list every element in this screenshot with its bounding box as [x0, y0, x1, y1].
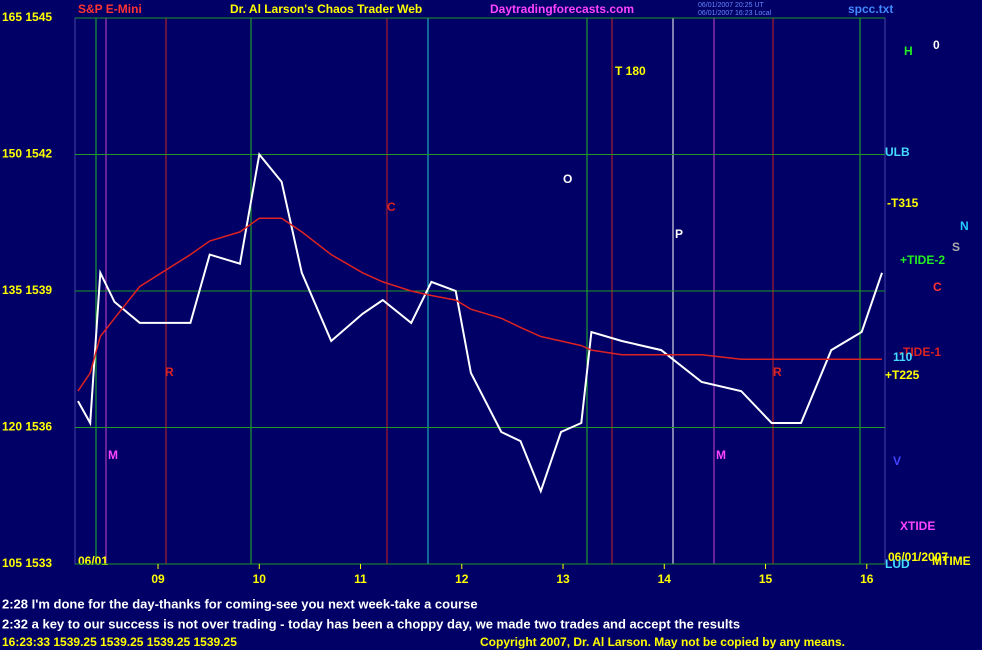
- annotation: O: [563, 172, 572, 186]
- annotation: -T315: [887, 196, 919, 210]
- annotation: C: [933, 280, 942, 294]
- y-tick-label: 105 1533: [2, 556, 52, 570]
- price-line: [77, 152, 883, 495]
- annotation: 06/01/2007: [888, 550, 948, 564]
- annotation: +T225: [885, 368, 920, 382]
- annotation: R: [773, 365, 782, 379]
- annotation: H: [904, 44, 913, 58]
- y-tick-label: 120 1536: [2, 420, 52, 434]
- annotation: -TIDE-1: [899, 345, 941, 359]
- date-left: 06/01: [78, 554, 108, 568]
- annotation: XTIDE: [900, 519, 935, 533]
- annotation: M: [108, 448, 118, 462]
- annotation: MTIME: [932, 554, 971, 568]
- price-line: [77, 217, 882, 392]
- y-tick-label: 150 1542: [2, 147, 52, 161]
- x-tick-label: 12: [455, 572, 469, 586]
- x-tick-label: 15: [759, 572, 773, 586]
- x-tick-label: 13: [556, 572, 570, 586]
- annotation: S: [952, 240, 960, 254]
- symbol: S&P E-Mini: [78, 2, 142, 16]
- annotation: 110: [893, 350, 913, 364]
- x-tick-label: 14: [658, 572, 672, 586]
- x-tick-label: 09: [151, 572, 165, 586]
- copyright: Copyright 2007, Dr. Al Larson. May not b…: [480, 635, 845, 649]
- file: spcc.txt: [848, 2, 893, 16]
- x-tick-label: 10: [253, 572, 267, 586]
- stamp: 06/01/2007 16:23 Local: [698, 10, 772, 17]
- chart-title: Dr. Al Larson's Chaos Trader Web: [230, 2, 422, 16]
- annotation: 0: [933, 38, 940, 52]
- quote: 16:23:33 1539.25 1539.25 1539.25 1539.25: [2, 635, 237, 649]
- y-tick-label: 165 1545: [2, 10, 52, 24]
- site: Daytradingforecasts.com: [490, 2, 634, 16]
- y-tick-label: 135 1539: [2, 283, 52, 297]
- stamp: 06/01/2007 20:25 UT: [698, 2, 764, 9]
- message: 2:28 I'm done for the day-thanks for com…: [2, 596, 478, 611]
- annotation: V: [893, 454, 901, 468]
- annotation: +TIDE-2: [900, 253, 945, 267]
- message: 2:32 a key to our success is not over tr…: [2, 616, 740, 631]
- x-tick-label: 11: [354, 572, 367, 586]
- annotations: H 0 ULB -T315 N S +TIDE-2 C -TIDE-1 110 …: [108, 38, 971, 571]
- annotation: N: [960, 219, 969, 233]
- annotation: C: [387, 200, 396, 214]
- annotation: ULB: [885, 145, 910, 159]
- annotation: LUD: [885, 557, 910, 571]
- annotation: T 180: [615, 64, 646, 78]
- annotation: P: [675, 227, 683, 241]
- x-tick-label: 16: [860, 572, 874, 586]
- annotation: R: [165, 365, 174, 379]
- annotation: M: [716, 448, 726, 462]
